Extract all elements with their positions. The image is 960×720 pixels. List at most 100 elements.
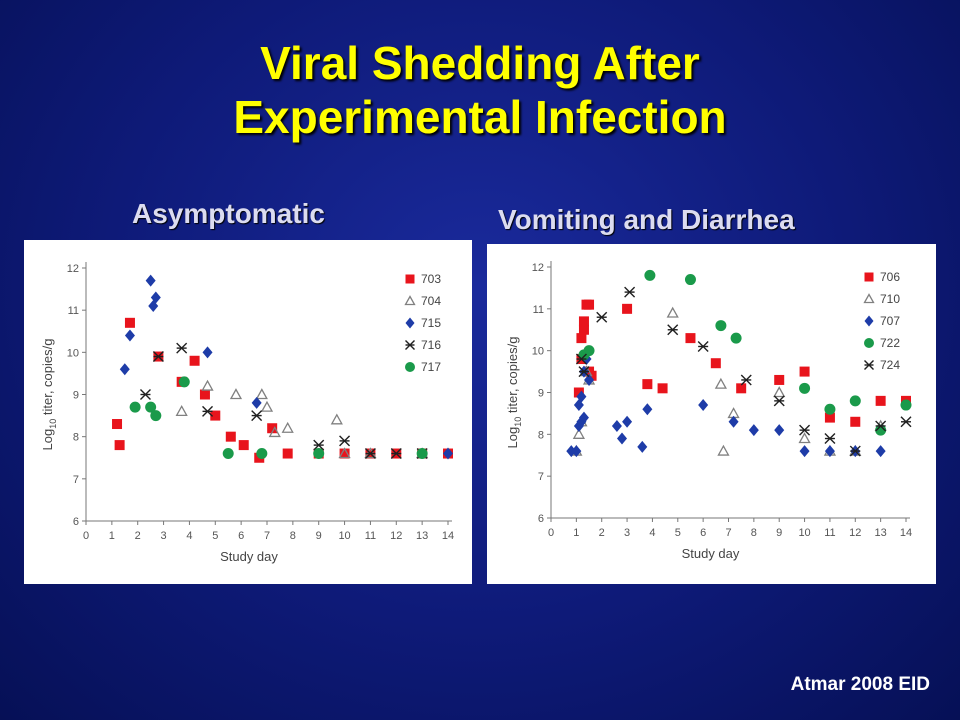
legend-marker-717: [405, 362, 415, 372]
data-point-724: [667, 324, 679, 336]
data-point-707: [748, 424, 759, 437]
legend-label-724: 724: [880, 358, 900, 372]
data-point-706: [774, 374, 785, 385]
y-tick-label: 6: [538, 513, 544, 525]
data-point-707: [571, 445, 582, 458]
y-axis-label: Log10 titer, copies/g: [505, 337, 523, 449]
data-point-703: [199, 389, 210, 400]
data-point-717: [129, 401, 141, 413]
data-point-704: [338, 447, 351, 459]
data-point-707: [728, 415, 739, 428]
series-722: [578, 269, 912, 436]
data-point-706: [736, 383, 747, 394]
data-point-706: [850, 416, 861, 427]
y-tick-label: 8: [538, 429, 544, 441]
x-tick-label: 7: [725, 527, 731, 539]
data-point-707: [611, 419, 622, 432]
series-710: [570, 306, 887, 456]
data-point-703: [238, 440, 249, 451]
data-point-717: [150, 410, 162, 422]
legend-marker-722: [864, 338, 874, 348]
data-point-715: [251, 396, 262, 409]
x-tick-label: 13: [416, 530, 428, 542]
x-tick-label: 6: [700, 527, 706, 539]
data-point-715: [443, 447, 453, 460]
legend-label-716: 716: [421, 338, 441, 352]
data-point-722: [875, 424, 887, 436]
data-point-703: [189, 355, 200, 366]
data-point-717: [178, 376, 190, 388]
data-point-722: [715, 320, 727, 332]
data-point-722: [849, 395, 861, 407]
slide-title-line-1: Viral Shedding After: [260, 37, 700, 89]
data-point-706: [622, 303, 633, 314]
data-point-717: [416, 448, 428, 460]
data-point-724: [740, 374, 752, 386]
legend-marker-724: [864, 360, 874, 370]
x-tick-label: 10: [338, 530, 350, 542]
legend-marker-716: [405, 340, 415, 350]
data-point-715: [150, 291, 161, 304]
data-point-710: [714, 377, 727, 389]
data-point-717: [222, 448, 234, 460]
legend-label-710: 710: [880, 292, 900, 306]
data-point-704: [175, 405, 188, 417]
series-715: [119, 274, 453, 460]
x-tick-label: 1: [109, 530, 115, 542]
data-point-704: [268, 426, 281, 438]
data-point-703: [339, 448, 350, 459]
y-tick-label: 10: [532, 346, 544, 358]
x-tick-label: 8: [751, 527, 757, 539]
x-tick-label: 9: [316, 530, 322, 542]
left-chart-title: Asymptomatic: [132, 198, 325, 229]
x-tick-label: 10: [798, 527, 810, 539]
x-tick-label: 12: [390, 530, 402, 542]
legend-label-706: 706: [880, 270, 900, 284]
legend-marker-710: [863, 293, 875, 304]
data-point-706: [642, 379, 653, 390]
x-tick-label: 6: [238, 530, 244, 542]
data-point-706: [573, 387, 584, 398]
data-point-710: [773, 386, 786, 398]
data-point-724: [596, 311, 608, 323]
data-point-722: [730, 332, 742, 344]
x-tick-label: 14: [900, 527, 912, 539]
data-point-703: [112, 419, 123, 430]
y-tick-label: 11: [533, 304, 544, 316]
legend-label-717: 717: [421, 360, 441, 374]
data-point-707: [617, 432, 627, 445]
data-point-707: [642, 403, 653, 416]
series-716: [139, 342, 428, 460]
data-point-707: [584, 373, 595, 386]
data-point-724: [875, 420, 887, 432]
data-point-703: [124, 317, 135, 328]
data-point-704: [260, 400, 274, 412]
x-tick-label: 1: [573, 527, 579, 539]
data-point-703: [114, 440, 125, 451]
x-tick-label: 7: [264, 530, 270, 542]
x-tick-label: 5: [675, 527, 681, 539]
data-point-706: [657, 383, 668, 394]
y-tick-label: 6: [73, 516, 79, 528]
x-tick-label: 11: [365, 530, 376, 542]
data-point-722: [900, 399, 912, 411]
data-point-724: [849, 445, 861, 457]
x-tick-label: 14: [442, 530, 454, 542]
left-chart-panel: 6 7 8 9 10 11 12 0 1 2 3 4 5 6 7 8 9 10 11 12 13 14 Study day L…: [24, 240, 472, 584]
data-point-710: [798, 432, 811, 444]
series-717: [129, 376, 428, 460]
legend: 706 710 707 722 724: [863, 270, 900, 372]
data-point-715: [202, 346, 213, 359]
data-point-715: [119, 363, 130, 376]
data-point-716: [139, 389, 151, 400]
y-tick-label: 7: [73, 474, 79, 486]
data-point-703: [282, 448, 293, 459]
data-point-707: [576, 390, 587, 403]
legend-marker-706: [864, 272, 874, 282]
data-point-717: [145, 401, 157, 413]
legend-label-715: 715: [421, 316, 441, 330]
x-tick-label: 5: [212, 530, 218, 542]
data-point-707: [799, 445, 810, 458]
legend-label-704: 704: [421, 294, 441, 308]
data-point-704: [281, 421, 294, 433]
